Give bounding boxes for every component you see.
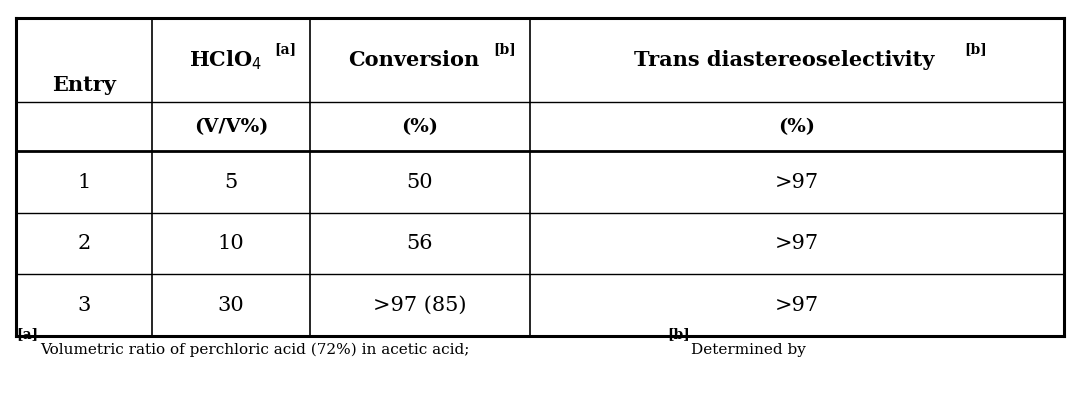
Text: (%): (%)	[401, 118, 438, 136]
Text: 30: 30	[217, 296, 244, 315]
Text: (%): (%)	[779, 118, 815, 136]
Text: 2: 2	[78, 234, 91, 253]
Text: >97 (85): >97 (85)	[373, 296, 467, 315]
Text: 56: 56	[406, 234, 433, 253]
Text: (V/V%): (V/V%)	[193, 118, 268, 136]
Text: [b]: [b]	[667, 327, 690, 341]
Text: Conversion: Conversion	[349, 50, 480, 70]
Text: [a]: [a]	[16, 327, 38, 341]
Text: [a]: [a]	[274, 42, 296, 56]
Text: Trans diastereoselectivity: Trans diastereoselectivity	[634, 50, 934, 70]
Text: [b]: [b]	[964, 42, 987, 56]
Text: Entry: Entry	[52, 75, 117, 95]
Text: 1: 1	[78, 173, 91, 192]
Text: [b]: [b]	[492, 42, 516, 56]
Text: >97: >97	[774, 234, 819, 253]
Text: >97: >97	[774, 173, 819, 192]
Text: Volumetric ratio of perchloric acid (72%) in acetic acid;: Volumetric ratio of perchloric acid (72%…	[40, 343, 470, 357]
Text: HClO$_4$: HClO$_4$	[189, 48, 262, 72]
Text: 3: 3	[78, 296, 91, 315]
Text: >97: >97	[774, 296, 819, 315]
Text: 5: 5	[225, 173, 238, 192]
Text: 10: 10	[217, 234, 244, 253]
Text: Determined by: Determined by	[691, 343, 806, 357]
Text: 50: 50	[406, 173, 433, 192]
